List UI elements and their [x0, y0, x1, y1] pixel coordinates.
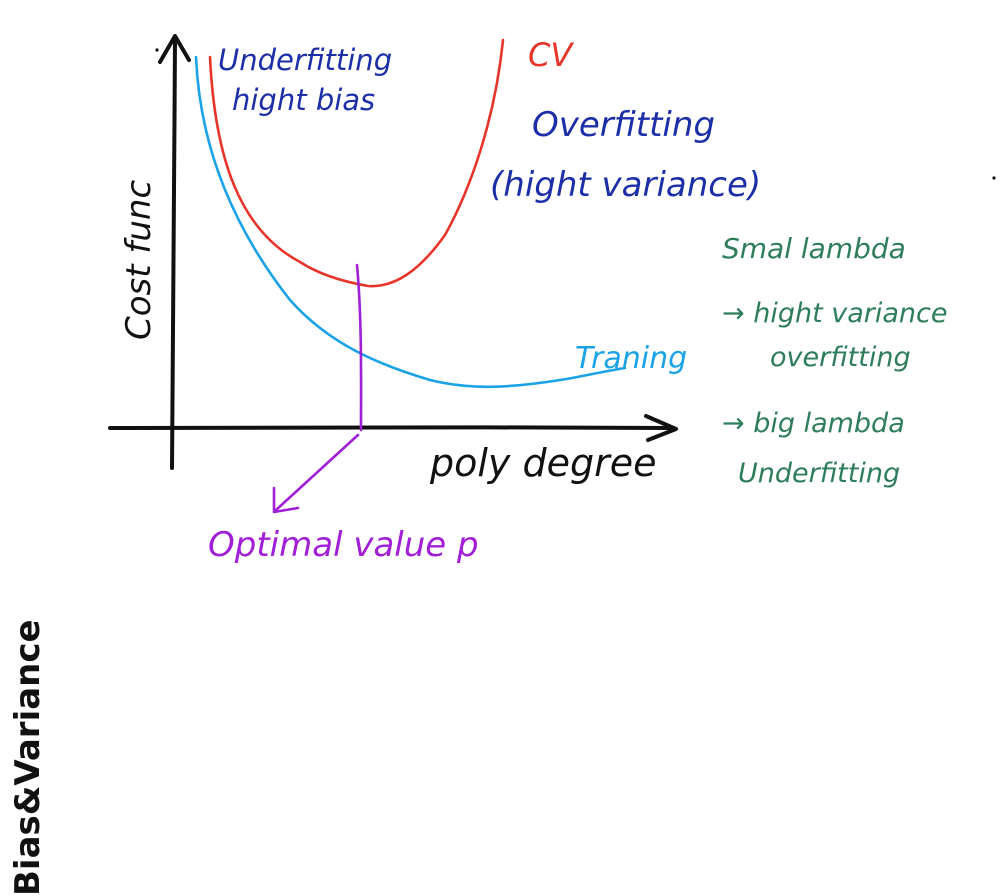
cv-label: CV	[528, 36, 574, 74]
optimal-arrowhead	[272, 486, 300, 514]
optimal-marker	[272, 263, 363, 514]
y-axis	[170, 36, 177, 470]
y-axis-arrowhead	[158, 34, 191, 64]
bias-variance-diagram: Underfitting hight bias CV Overfitting (…	[108, 34, 996, 565]
x-axis-arrowhead	[644, 414, 678, 442]
diagram-title: Bias&Variance	[8, 619, 48, 896]
underfitting-label: Underfitting	[218, 43, 392, 77]
big-lambda-note: → big lambda	[722, 408, 905, 439]
stray-dot	[992, 176, 996, 180]
high-variance-label: (hight variance)	[490, 165, 761, 205]
x-axis	[108, 425, 672, 430]
optimal-value-label: Optimal value p	[208, 525, 479, 565]
y-axis-label: Cost func	[119, 180, 159, 340]
overfitting-note: overfitting	[770, 342, 911, 373]
optimal-vertical-line	[355, 263, 363, 432]
underfitting-note: Underfitting	[738, 458, 900, 489]
training-curve	[194, 55, 627, 389]
high-bias-label: hight bias	[232, 83, 375, 117]
training-label: Traning	[575, 341, 687, 376]
stray-dot	[155, 48, 159, 52]
cv-curve	[208, 38, 505, 288]
x-axis-label: poly degree	[429, 441, 657, 485]
optimal-arrow-shaft	[274, 433, 360, 512]
axes	[108, 34, 678, 470]
small-lambda-label: Smal lambda	[722, 232, 906, 265]
overfitting-label: Overfitting	[532, 105, 715, 145]
high-variance-note: → hight variance	[722, 298, 947, 329]
